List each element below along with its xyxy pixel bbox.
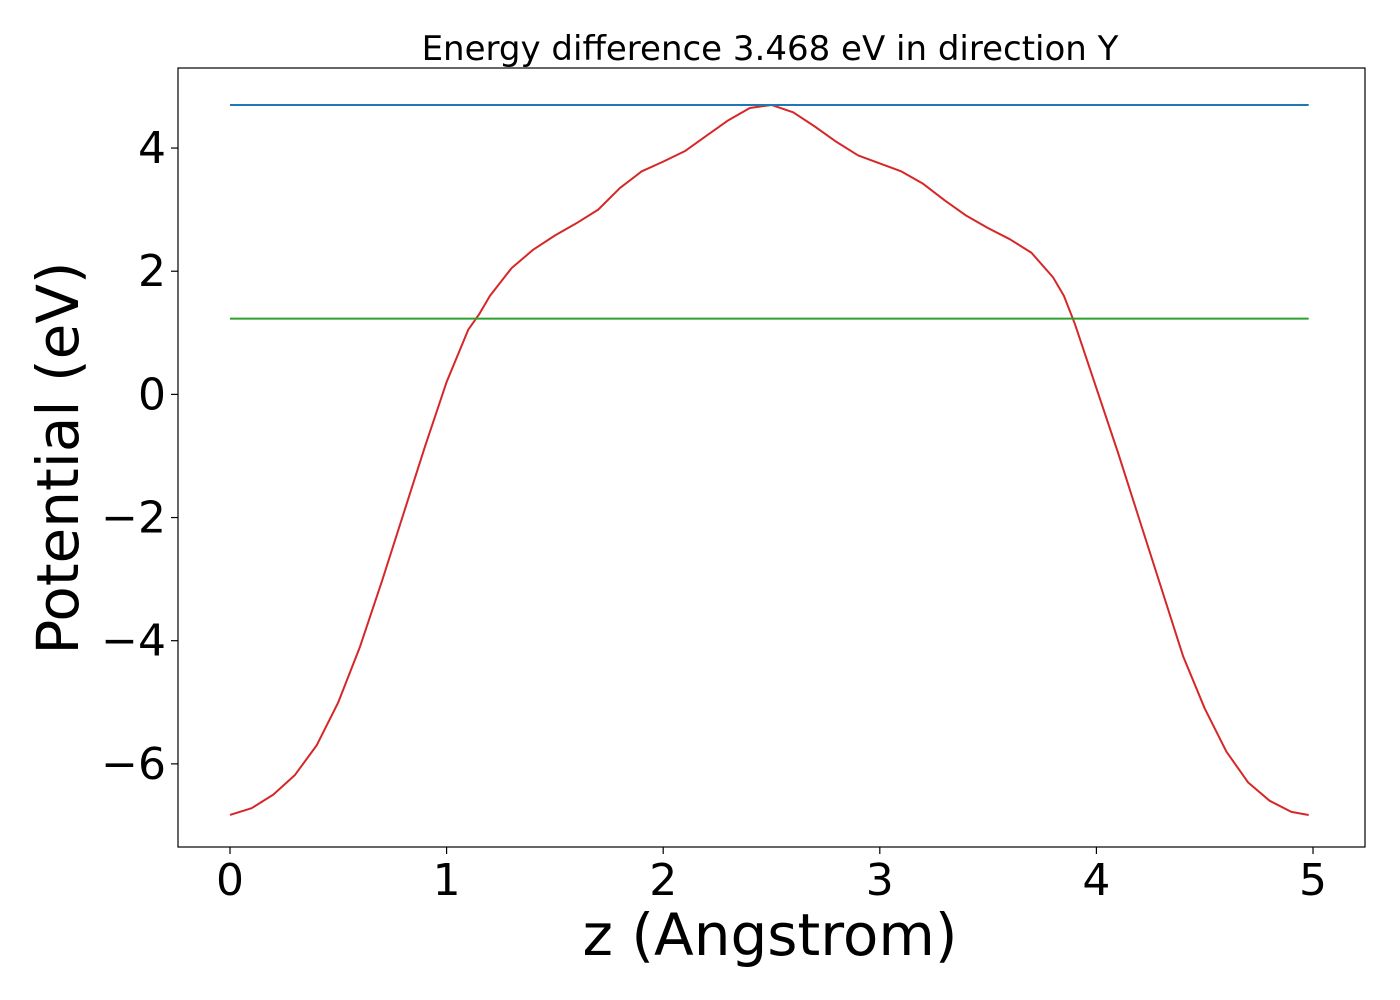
x-axis-label: z (Angstrom) — [583, 901, 958, 969]
x-tick-label: 1 — [433, 855, 461, 906]
y-tick-label: −4 — [101, 616, 166, 667]
y-tick-label: 0 — [138, 369, 166, 420]
x-tick-label: 2 — [649, 855, 677, 906]
y-axis-label: Potential (eV) — [24, 261, 92, 654]
axes-frame — [177, 67, 1366, 848]
y-tick-label: −6 — [101, 739, 166, 790]
y-axis-ticks: −6 −4 −2 0 2 4 — [101, 123, 178, 790]
y-tick-label: −2 — [101, 493, 166, 544]
y-tick-label: 4 — [138, 123, 166, 174]
potential-line — [229, 103, 1309, 816]
x-tick-label: 0 — [216, 855, 244, 906]
y-tick-label: 2 — [138, 246, 166, 297]
chart-title: Energy difference 3.468 eV in direction … — [422, 29, 1119, 69]
plot-area — [229, 103, 1309, 816]
x-axis-ticks: 0 1 2 3 4 5 — [216, 847, 1327, 906]
x-tick-label: 3 — [866, 855, 894, 906]
x-tick-label: 5 — [1299, 855, 1327, 906]
x-tick-label: 4 — [1082, 855, 1110, 906]
